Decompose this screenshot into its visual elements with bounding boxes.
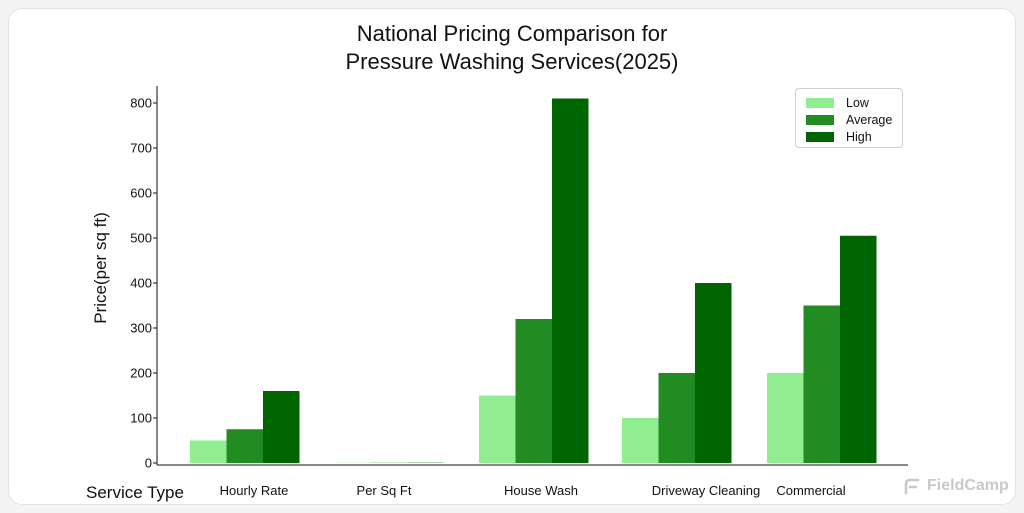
x-tick-label-commercial: Commercial <box>776 483 845 498</box>
bars <box>190 98 877 463</box>
brand-watermark: FieldCamp <box>903 477 1009 495</box>
y-tick-label-0: 0 <box>145 456 152 471</box>
legend-item-low: Low <box>806 94 902 111</box>
y-ticks: 0 100 200 300 400 500 600 700 800 <box>130 96 157 471</box>
bar-hourly-rate-high <box>263 391 300 463</box>
y-axis-label: Price(per sq ft) <box>91 212 110 324</box>
y-tick-label-500: 500 <box>130 231 152 246</box>
y-tick-label-200: 200 <box>130 366 152 381</box>
legend-item-average: Average <box>806 111 902 128</box>
y-tick-label-800: 800 <box>130 96 152 111</box>
legend-label-low: Low <box>846 95 869 110</box>
bar-commercial-average <box>803 305 840 463</box>
bar-commercial-high <box>840 235 877 463</box>
bar-driveway-cleaning-average <box>658 373 695 463</box>
bar-house-wash-average <box>515 319 552 463</box>
y-tick-label-300: 300 <box>130 321 152 336</box>
chart-title-line-2: Pressure Washing Services(2025) <box>345 49 679 74</box>
y-tick-label-400: 400 <box>130 276 152 291</box>
brand-name: FieldCamp <box>927 477 1009 494</box>
chart-title-line-1: National Pricing Comparison for <box>356 21 668 46</box>
bar-house-wash-high <box>552 98 589 463</box>
chart-title: National Pricing Comparison for Pressure… <box>0 20 1024 76</box>
bar-hourly-rate-average <box>226 429 263 463</box>
y-tick-label-700: 700 <box>130 141 152 156</box>
legend-item-high: High <box>806 128 902 145</box>
legend-label-high: High <box>846 129 872 144</box>
legend-swatch-low <box>806 97 834 108</box>
bar-hourly-rate-low <box>190 440 227 463</box>
legend-swatch-average <box>806 114 834 125</box>
y-tick-label-600: 600 <box>130 186 152 201</box>
legend: Low Average High <box>795 88 903 148</box>
x-tick-label-per-sq-ft: Per Sq Ft <box>357 483 412 498</box>
x-axis-label: Service Type <box>86 483 184 502</box>
legend-swatch-high <box>806 131 834 142</box>
x-tick-label-hourly-rate: Hourly Rate <box>220 483 289 498</box>
x-tick-labels: Hourly Rate Per Sq Ft House Wash Driveway C… <box>220 483 846 498</box>
fieldcamp-logo-icon <box>904 478 920 495</box>
x-tick-label-house-wash: House Wash <box>504 483 578 498</box>
bar-commercial-low <box>767 373 804 463</box>
bar-house-wash-low <box>479 395 516 463</box>
legend-label-average: Average <box>846 112 893 127</box>
y-tick-label-100: 100 <box>130 411 152 426</box>
bar-driveway-cleaning-low <box>622 418 659 463</box>
x-tick-label-driveway-cleaning: Driveway Cleaning <box>652 483 760 498</box>
bar-driveway-cleaning-high <box>695 283 732 463</box>
